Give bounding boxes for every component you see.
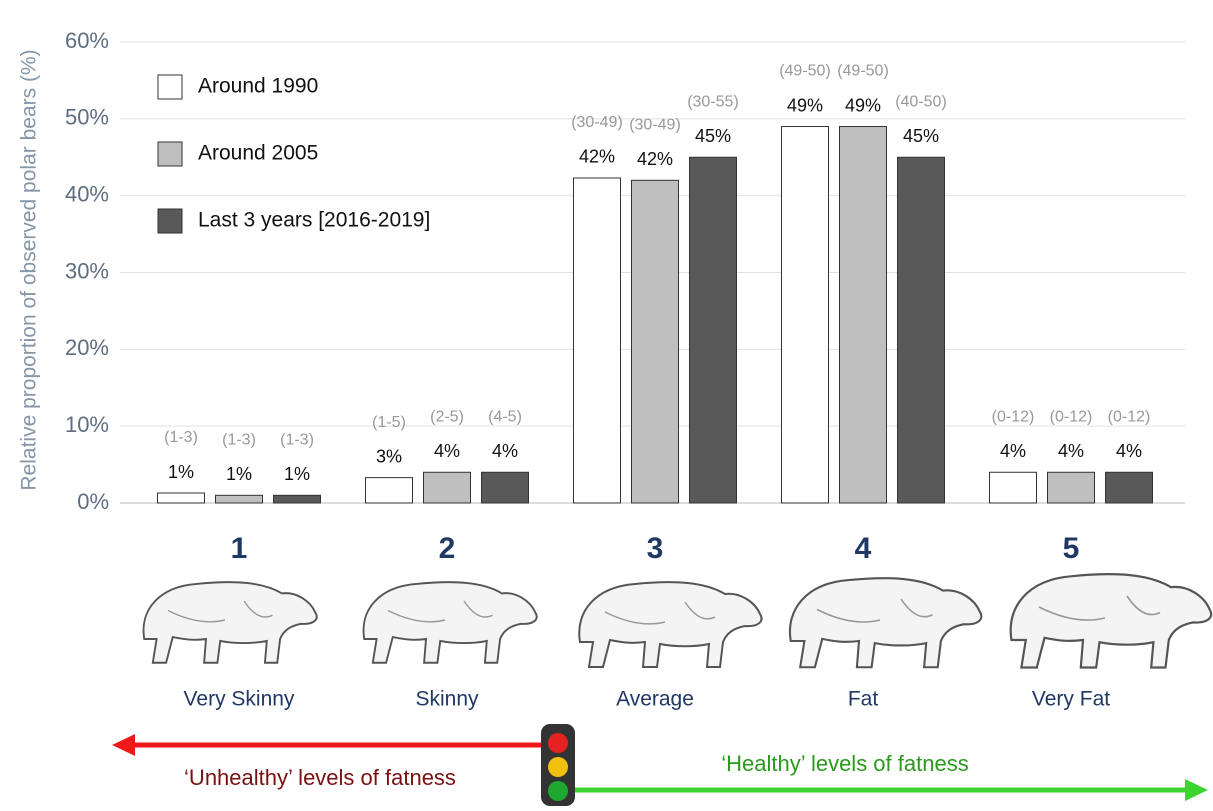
value-label: 45% <box>695 126 731 146</box>
value-label: 1% <box>168 462 194 482</box>
y-tick-label: 40% <box>65 181 109 206</box>
range-label: (40-50) <box>895 93 947 110</box>
range-label: (0-12) <box>1050 408 1093 425</box>
traffic-light-green <box>548 781 568 801</box>
range-label: (49-50) <box>837 63 889 80</box>
range-label: (4-5) <box>488 408 522 425</box>
value-label: 3% <box>376 446 402 466</box>
value-label: 42% <box>637 149 673 169</box>
bar <box>273 494 321 504</box>
category-description: Average <box>616 688 694 711</box>
bar <box>423 471 471 504</box>
value-label: 4% <box>1058 441 1084 461</box>
y-tick-label: 60% <box>65 28 109 53</box>
range-label: (1-3) <box>280 432 314 449</box>
bar <box>573 177 621 504</box>
y-tick-label: 10% <box>65 412 109 437</box>
legend-label: Last 3 years [2016-2019] <box>198 209 430 232</box>
value-label: 4% <box>1000 441 1026 461</box>
bar <box>989 471 1037 504</box>
range-label: (1-3) <box>222 432 256 449</box>
category-number: 1 <box>231 532 248 565</box>
traffic-light-red <box>548 733 568 753</box>
legend-swatch <box>157 208 183 234</box>
range-label: (1-3) <box>164 429 198 446</box>
value-label: 42% <box>579 147 615 167</box>
value-label: 45% <box>903 126 939 146</box>
value-label: 49% <box>787 95 823 115</box>
range-label: (0-12) <box>1108 408 1151 425</box>
green-arrowhead <box>1185 779 1208 801</box>
legend-swatch <box>157 74 183 100</box>
legend-label: Around 1990 <box>198 75 318 98</box>
y-tick-label: 50% <box>65 105 109 130</box>
bar <box>365 477 413 504</box>
traffic-light-yellow <box>548 757 568 777</box>
range-label: (1-5) <box>372 414 406 431</box>
value-label: 4% <box>492 441 518 461</box>
bear-illustrations <box>142 573 1213 669</box>
bar <box>839 126 887 504</box>
category-description: Very Skinny <box>184 688 295 711</box>
bar <box>897 156 945 504</box>
bear-illustration <box>142 581 318 664</box>
y-tick-label: 20% <box>65 335 109 360</box>
bar <box>157 492 205 504</box>
y-axis-label: Relative proportion of observed polar be… <box>18 49 41 490</box>
category-number: 2 <box>439 532 456 565</box>
y-tick-label: 0% <box>77 489 109 514</box>
healthy-label: ‘Healthy’ levels of fatness <box>721 751 968 776</box>
bar <box>215 494 263 504</box>
category-description: Very Fat <box>1032 688 1110 711</box>
legend-swatch <box>157 141 183 167</box>
category-number: 4 <box>855 532 872 565</box>
bar <box>1047 471 1095 504</box>
value-label: 1% <box>226 464 252 484</box>
red-arrowhead <box>112 734 135 756</box>
range-label: (0-12) <box>992 408 1035 425</box>
category-description: Fat <box>848 688 879 711</box>
bear-illustration <box>788 577 983 669</box>
bear-illustration <box>362 581 538 664</box>
bear-illustration <box>578 581 763 668</box>
category-description: Skinny <box>415 688 479 711</box>
value-label: 1% <box>284 464 310 484</box>
unhealthy-label: ‘Unhealthy’ levels of fatness <box>184 765 456 790</box>
bar <box>481 471 529 504</box>
bar <box>631 179 679 504</box>
bar <box>689 156 737 504</box>
legend-label: Around 2005 <box>198 142 318 165</box>
value-label: 4% <box>434 441 460 461</box>
value-label: 4% <box>1116 441 1142 461</box>
category-number: 3 <box>647 532 664 565</box>
range-label: (49-50) <box>779 63 831 80</box>
range-label: (30-49) <box>629 117 681 134</box>
range-label: (30-49) <box>571 114 623 131</box>
category-number: 5 <box>1063 532 1080 565</box>
bar <box>1105 471 1153 504</box>
y-tick-label: 30% <box>65 258 109 283</box>
range-label: (30-55) <box>687 93 739 110</box>
value-label: 49% <box>845 95 881 115</box>
bear-illustration <box>1009 573 1213 669</box>
bar <box>781 126 829 504</box>
range-label: (2-5) <box>430 408 464 425</box>
